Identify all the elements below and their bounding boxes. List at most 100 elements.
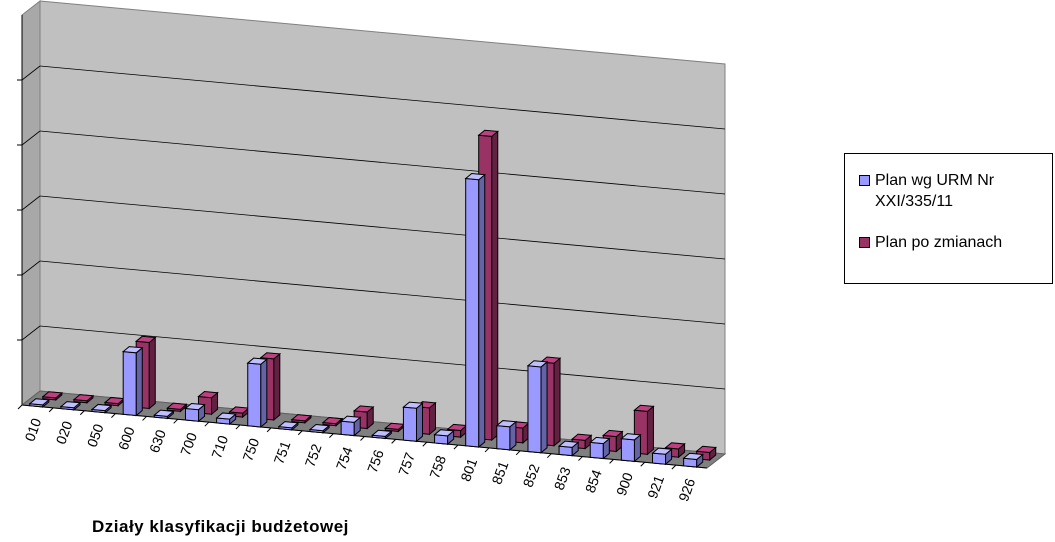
bar-s1-900-front xyxy=(620,438,635,462)
x-tick-label-050: 050 xyxy=(84,422,107,450)
bar-s1-757-front xyxy=(402,406,417,442)
bar-s2-600-top xyxy=(134,335,157,344)
x-tick-label-630: 630 xyxy=(146,427,169,455)
bar-s1-630-top xyxy=(153,409,175,417)
x-tick-mark xyxy=(391,439,396,444)
bar-s1-700-front xyxy=(184,407,200,422)
bar-s1-756-top xyxy=(371,429,393,437)
x-tick-label-751: 751 xyxy=(270,439,293,467)
bar-s1-921-top xyxy=(651,447,673,455)
bar-s2-700-top xyxy=(197,391,219,399)
bar-s1-756 xyxy=(371,429,393,440)
bar-s1-757-side xyxy=(415,402,423,443)
bar-s1-853 xyxy=(557,440,580,457)
bar-s1-900-top xyxy=(620,433,642,441)
bar-s2-900 xyxy=(633,404,655,456)
x-tick-label-757: 757 xyxy=(395,450,418,478)
x-tick-label-801: 801 xyxy=(457,456,480,484)
bar-s2-010 xyxy=(41,391,64,401)
x-tick-label-710: 710 xyxy=(208,433,231,461)
legend-label-series-1: Plan wg URM Nr XXI/335/11 xyxy=(875,172,995,210)
bar-s2-752-top xyxy=(321,416,344,425)
bar-s1-854-top xyxy=(588,436,611,445)
bar-s1-754-top xyxy=(339,415,362,423)
x-tick-label-756: 756 xyxy=(364,447,387,475)
bar-s2-750-side xyxy=(273,352,281,422)
bar-s1-926 xyxy=(682,452,704,469)
bar-s1-010-top xyxy=(28,398,51,406)
bar-s1-020 xyxy=(59,401,82,411)
gridline xyxy=(39,325,726,390)
bar-s1-600-top xyxy=(121,346,144,354)
bar-s1-921 xyxy=(651,447,673,466)
bar-s2-750-top xyxy=(259,352,282,360)
bar-s1-853-top xyxy=(557,440,580,448)
bar-s1-758 xyxy=(433,429,455,446)
bar-s1-750 xyxy=(246,357,269,429)
bar-s2-926-top xyxy=(695,445,717,453)
x-tick-mark xyxy=(360,436,365,441)
bar-s1-754 xyxy=(339,415,362,437)
bar-s1-700 xyxy=(184,402,206,423)
x-tick-label-700: 700 xyxy=(177,430,200,458)
bar-s1-852-top xyxy=(526,360,549,368)
bar-s1-852 xyxy=(526,360,549,454)
bar-s1-851 xyxy=(495,420,518,451)
legend-swatch-series-1 xyxy=(859,175,870,186)
bar-s2-801-side xyxy=(491,130,499,442)
x-tick-label-854: 854 xyxy=(582,467,605,495)
x-tick-mark xyxy=(515,450,521,456)
bar-s2-854-top xyxy=(601,429,624,438)
bar-s1-854-front xyxy=(589,441,604,460)
gridline-side xyxy=(21,325,41,341)
x-tick-label-921: 921 xyxy=(644,473,667,501)
bar-s2-630-top xyxy=(166,402,188,410)
bar-s1-852-side xyxy=(540,360,548,454)
bar-s1-752-top xyxy=(308,423,331,432)
bar-s1-600-side xyxy=(135,346,143,417)
x-tick-label-752: 752 xyxy=(302,442,325,470)
chart-bars xyxy=(28,129,717,469)
x-tick-label-852: 852 xyxy=(520,462,543,490)
x-tick-mark xyxy=(173,418,179,424)
x-tick-label-020: 020 xyxy=(52,419,75,447)
bar-s2-853-top xyxy=(570,433,593,441)
x-tick-label-754: 754 xyxy=(333,444,356,472)
bar-s2-756 xyxy=(384,422,406,433)
bar-s1-050-top xyxy=(90,403,113,412)
bar-s1-630 xyxy=(153,409,175,420)
bar-s1-921-front xyxy=(652,452,667,465)
bar-s1-757-top xyxy=(402,401,424,409)
x-tick-mark xyxy=(578,456,583,461)
x-tick-mark xyxy=(484,447,490,453)
x-tick-mark xyxy=(640,461,646,467)
bar-s1-926-top xyxy=(682,452,704,460)
bar-s2-751-top xyxy=(290,414,313,422)
gridline-side xyxy=(21,195,41,211)
x-tick-mark xyxy=(266,427,272,433)
x-tick-label-750: 750 xyxy=(239,436,262,464)
x-tick-mark xyxy=(111,413,116,418)
bar-s1-600-front xyxy=(122,351,137,417)
bar-s1-854 xyxy=(588,436,611,460)
bar-s1-752 xyxy=(308,423,331,434)
bar-s2-921-top xyxy=(664,442,686,450)
x-tick-mark xyxy=(204,421,210,427)
x-tick-mark xyxy=(609,459,614,464)
bar-s2-010-top xyxy=(41,391,64,399)
x-tick-mark xyxy=(48,407,54,413)
bar-s1-710 xyxy=(215,412,237,426)
x-tick-labels: 010 020 050 600 630 700 710 750 751 752 754 756 757 7… xyxy=(17,404,698,504)
bar-s1-710-top xyxy=(215,412,237,420)
bar-s1-020-top xyxy=(59,401,82,409)
bar-s1-851-front xyxy=(496,425,511,451)
bar-s2-801-top xyxy=(477,129,500,137)
gridline-side xyxy=(21,260,41,276)
x-tick-label-600: 600 xyxy=(115,424,138,452)
bar-s1-751 xyxy=(277,421,300,431)
x-tick-mark xyxy=(453,444,459,450)
x-tick-mark xyxy=(79,410,85,416)
bar-s1-751-top xyxy=(277,421,300,429)
bar-s1-750-side xyxy=(260,358,268,429)
x-axis-title: Działy klasyfikacji budżetowej xyxy=(92,517,349,536)
